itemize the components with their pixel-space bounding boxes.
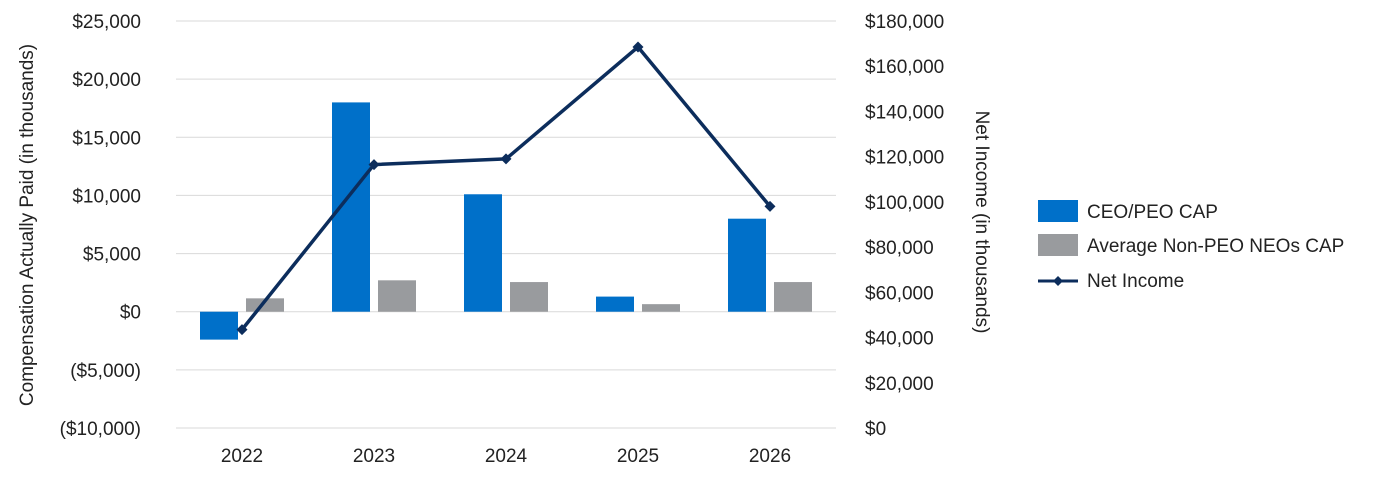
right-axis-title: Net Income (in thousands) bbox=[971, 111, 992, 334]
left-axis-tick-label: $0 bbox=[120, 303, 141, 324]
marker-net-income-2023 bbox=[368, 159, 380, 171]
bar-average-non-peo-neos-cap-2026 bbox=[774, 282, 812, 312]
left-axis-tick-label: $5,000 bbox=[83, 245, 141, 266]
right-axis-tick-label: $140,000 bbox=[865, 102, 944, 123]
bar-ceo-peo-cap-2024 bbox=[464, 194, 502, 312]
bar-ceo-peo-cap-2025 bbox=[596, 296, 634, 312]
x-axis: 2022 2023 2024 2025 2026 bbox=[221, 446, 791, 467]
x-axis-tick-label: 2023 bbox=[353, 446, 395, 467]
right-axis-tick-label: $60,000 bbox=[865, 283, 934, 304]
bar-average-non-peo-neos-cap-2025 bbox=[642, 304, 680, 312]
left-axis-tick-label: ($5,000) bbox=[70, 361, 141, 382]
right-axis-tick-label: $120,000 bbox=[865, 148, 944, 169]
bar-ceo-peo-cap-2022 bbox=[200, 311, 238, 340]
legend-swatch-non-peo-neos-cap bbox=[1038, 234, 1078, 256]
x-axis-tick-label: 2025 bbox=[617, 446, 659, 467]
line-net-income bbox=[240, 45, 772, 331]
net-income-line-group bbox=[236, 41, 776, 336]
left-axis-tick-label: $15,000 bbox=[72, 128, 141, 149]
left-axis-tick-label: ($10,000) bbox=[60, 419, 141, 440]
bars bbox=[200, 102, 812, 340]
legend-label-net-income: Net Income bbox=[1087, 271, 1184, 292]
left-axis-title: Compensation Actually Paid (in thousands… bbox=[17, 44, 38, 406]
right-axis-tick-label: $100,000 bbox=[865, 193, 944, 214]
right-axis: $0 $20,000 $40,000 $60,000 $80,000 $100,000 $1… bbox=[865, 12, 944, 440]
left-axis-tick-label: $20,000 bbox=[72, 70, 141, 91]
bar-average-non-peo-neos-cap-2024 bbox=[510, 282, 548, 312]
x-axis-tick-label: 2026 bbox=[749, 446, 791, 467]
right-axis-tick-label: $160,000 bbox=[865, 57, 944, 78]
legend-label-ceo-peo-cap: CEO/PEO CAP bbox=[1087, 202, 1218, 223]
bar-ceo-peo-cap-2026 bbox=[728, 218, 766, 312]
legend: CEO/PEO CAP Average Non-PEO NEOs CAP Net… bbox=[1038, 200, 1344, 292]
left-axis-tick-label: $10,000 bbox=[72, 186, 141, 207]
right-axis-tick-label: $0 bbox=[865, 419, 886, 440]
right-axis-tick-label: $80,000 bbox=[865, 238, 934, 259]
right-axis-tick-label: $40,000 bbox=[865, 329, 934, 350]
bar-average-non-peo-neos-cap-2022 bbox=[246, 298, 284, 312]
legend-label-non-peo-neos-cap: Average Non-PEO NEOs CAP bbox=[1087, 236, 1344, 257]
legend-marker-net-income bbox=[1053, 276, 1063, 286]
left-axis-tick-label: $25,000 bbox=[72, 12, 141, 33]
marker-net-income-2022 bbox=[236, 324, 248, 336]
marker-net-income-2024 bbox=[500, 153, 512, 165]
marker-net-income-2025 bbox=[632, 41, 644, 53]
right-axis-tick-label: $180,000 bbox=[865, 12, 944, 33]
x-axis-tick-label: 2022 bbox=[221, 446, 263, 467]
x-axis-tick-label: 2024 bbox=[485, 446, 528, 467]
marker-net-income-2026 bbox=[764, 200, 776, 212]
gridlines bbox=[176, 20, 836, 429]
legend-swatch-ceo-peo-cap bbox=[1038, 200, 1078, 222]
left-axis: ($10,000) ($5,000) $0 $5,000 $10,000 $15,000 $… bbox=[60, 12, 141, 440]
bar-average-non-peo-neos-cap-2023 bbox=[378, 280, 416, 312]
right-axis-tick-label: $20,000 bbox=[865, 374, 934, 395]
bar-ceo-peo-cap-2023 bbox=[332, 102, 370, 312]
